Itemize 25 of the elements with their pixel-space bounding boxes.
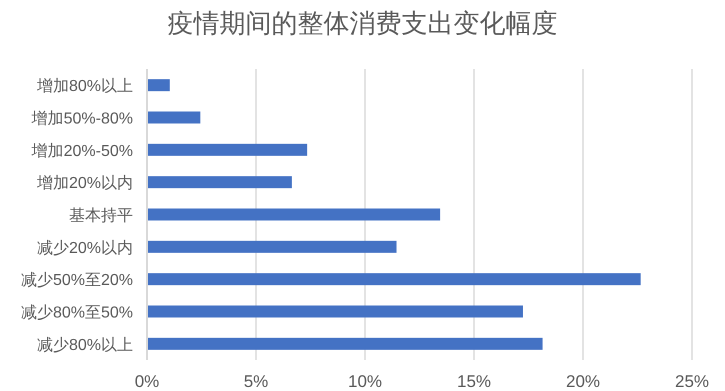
- y-tick-label: 增加20%-50%: [30, 142, 133, 160]
- x-tick-label: 15%: [456, 372, 492, 391]
- bar: [148, 338, 543, 350]
- bar: [148, 306, 523, 318]
- y-tick-label: 增加20%以内: [36, 174, 133, 192]
- x-tick-label: 5%: [244, 372, 268, 391]
- bar: [148, 144, 308, 156]
- y-tick-label: 减少80%以上: [36, 336, 133, 354]
- x-tick-label: 0%: [134, 372, 160, 391]
- y-tick-label: 增加50%-80%: [30, 110, 133, 128]
- bar: [148, 208, 440, 220]
- x-tick-label: 10%: [348, 372, 382, 391]
- bar: [148, 176, 292, 188]
- y-tick-label: 减少20%以内: [36, 238, 133, 257]
- bar: [148, 273, 641, 286]
- x-tick-label: 25%: [674, 372, 710, 391]
- bar: [148, 112, 200, 124]
- bar: [148, 79, 170, 92]
- x-tick-label: 20%: [566, 372, 600, 391]
- y-tick-label: 基本持平: [69, 206, 133, 224]
- chart-title: 疫情期间的整体消费支出变化幅度: [168, 8, 558, 38]
- y-tick-label: 减少50%至20%: [20, 271, 133, 290]
- y-tick-label: 增加80%以上: [36, 77, 133, 96]
- y-tick-label: 减少80%至50%: [20, 304, 133, 322]
- bar: [148, 240, 397, 253]
